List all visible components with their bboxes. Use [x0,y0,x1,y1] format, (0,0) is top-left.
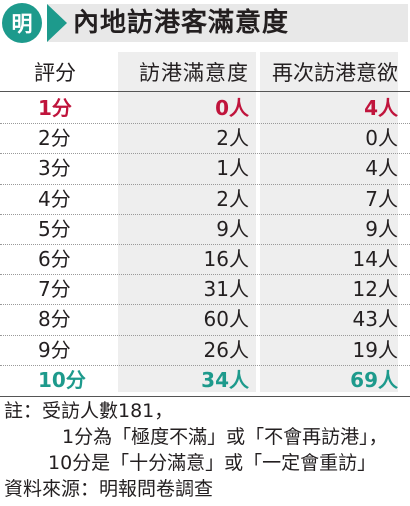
row-divider [0,334,410,336]
score-label: 4分 [38,186,71,211]
revisit-count: 12人 [352,277,398,302]
title-bar [47,4,408,42]
table-row: 9分 26人 19人 [0,335,410,365]
satisfaction-count: 26人 [203,337,249,362]
revisit-count: 43人 [352,307,398,332]
table-row: 3分 1人 4人 [0,153,410,183]
revisit-count: 14人 [352,247,398,271]
revisit-count: 69人 [350,367,398,392]
revisit-count: 0人 [365,126,398,151]
note-score-10-definition: 10分是「十分滿意」或「一定會重訪」 [48,452,377,474]
revisit-count: 4人 [365,156,398,181]
note-sample-size: 註：受訪人數181， [4,400,174,422]
title-arrow-icon [47,4,67,42]
score-label: 9分 [38,337,71,362]
score-label: 5分 [38,216,71,241]
table-row: 5分 9人 9人 [0,214,410,244]
score-label: 7分 [38,277,71,302]
table-row: 2分 2人 0人 [0,123,410,153]
satisfaction-count: 1人 [216,156,249,181]
satisfaction-count: 0人 [215,96,249,120]
score-label: 2分 [38,126,71,151]
satisfaction-count: 34人 [201,367,249,392]
row-divider [0,274,410,276]
row-divider [0,364,410,366]
revisit-count: 4人 [364,96,398,120]
table-row: 4分 2人 7人 [0,184,410,214]
satisfaction-count: 2人 [216,186,249,211]
score-label: 6分 [38,247,71,271]
score-label: 3分 [38,156,71,181]
score-label: 8分 [38,307,71,332]
table-bottom-rule [0,396,410,397]
table-row: 10分 34人 69人 [0,365,410,395]
revisit-count: 19人 [352,337,398,362]
table-row: 1分 0人 4人 [0,93,410,123]
row-divider [0,123,410,125]
row-divider [0,244,410,245]
satisfaction-count: 9人 [216,216,249,241]
header-divider [0,91,410,92]
note-score-1-definition: 1分為「極度不滿」或「不會再訪港」， [62,426,388,448]
header-revisit: 再次訪港意欲 [272,61,398,85]
satisfaction-count: 2人 [216,126,249,151]
score-label: 1分 [38,96,72,120]
row-divider [0,304,410,306]
notes: 註：受訪人數181， 1分為「極度不滿」或「不會再訪港」， 10分是「十分滿意」… [4,398,408,502]
satisfaction-count: 60人 [203,307,249,332]
table-row: 7分 31人 12人 [0,274,410,304]
row-divider [0,153,410,155]
table-row: 6分 16人 14人 [0,244,410,274]
header-satisfaction: 訪港滿意度 [139,61,249,85]
satisfaction-count: 31人 [203,277,249,302]
newspaper-logo: 明 [2,3,42,43]
table-row: 8分 60人 43人 [0,304,410,334]
row-divider [0,213,410,215]
satisfaction-count: 16人 [203,247,249,271]
revisit-count: 9人 [365,216,398,241]
chart-title: 內地訪港客滿意度 [73,8,290,38]
note-source: 資料來源：明報問卷調查 [4,478,214,500]
header: 明 內地訪港客滿意度 [0,0,410,48]
row-divider [0,183,410,185]
header-score: 評分 [34,61,76,85]
score-label: 10分 [38,367,86,392]
revisit-count: 7人 [365,186,398,211]
